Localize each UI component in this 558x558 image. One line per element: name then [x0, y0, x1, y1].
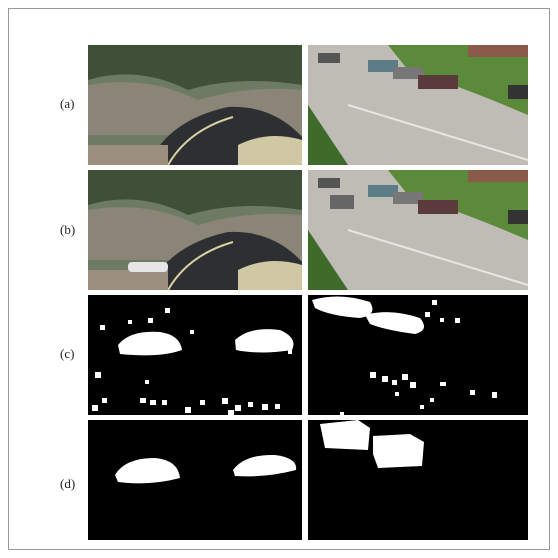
mask-image [308, 295, 528, 415]
panel-label: (c) [60, 346, 74, 361]
car [330, 195, 354, 209]
frame-image [88, 170, 302, 290]
figure: (a) (b) (c) (d) [0, 0, 558, 553]
car [128, 262, 168, 272]
frame-image [308, 170, 528, 290]
panel-label: (a) [60, 96, 74, 111]
frame-image [308, 45, 528, 165]
frame-image [88, 45, 302, 165]
page: (a) (b) (c) (d) [0, 0, 558, 553]
mask-image [88, 295, 302, 415]
mask-image [308, 412, 528, 540]
mask-image [88, 420, 302, 540]
panel-label: (b) [60, 222, 75, 237]
panel-label: (d) [60, 476, 75, 491]
